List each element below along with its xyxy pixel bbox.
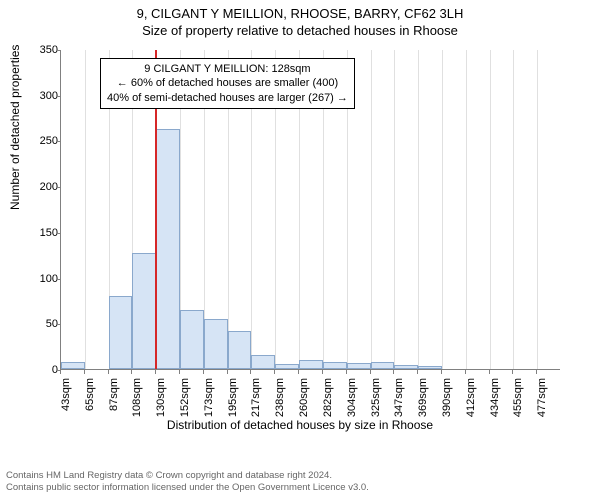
annot-line-2: ← 60% of detached houses are smaller (40… <box>107 76 348 90</box>
xtick-label: 87sqm <box>108 378 120 418</box>
xtick-label: 477sqm <box>536 378 548 418</box>
xtick-label: 217sqm <box>250 378 262 418</box>
title-sub: Size of property relative to detached ho… <box>0 21 600 38</box>
xtick-label: 347sqm <box>393 378 405 418</box>
xtick-mark <box>370 370 371 374</box>
footer-line-2: Contains public sector information licen… <box>6 482 369 494</box>
histogram-bar <box>251 355 275 369</box>
gridline-v <box>442 50 443 369</box>
xtick-label: 195sqm <box>227 378 239 418</box>
ytick-mark <box>56 279 60 280</box>
xtick-mark <box>203 370 204 374</box>
gridline-v <box>466 50 467 369</box>
histogram-bar <box>371 362 395 369</box>
xtick-mark <box>346 370 347 374</box>
xtick-mark <box>108 370 109 374</box>
x-axis-label: Distribution of detached houses by size … <box>0 418 600 432</box>
xtick-label: 260sqm <box>298 378 310 418</box>
xtick-mark <box>84 370 85 374</box>
gridline-v <box>371 50 372 369</box>
xtick-label: 304sqm <box>346 378 358 418</box>
chart: Number of detached properties Distributi… <box>0 40 600 440</box>
histogram-bar <box>204 319 228 369</box>
xtick-mark <box>60 370 61 374</box>
annot-line-3: 40% of semi-detached houses are larger (… <box>107 91 348 105</box>
footer-attribution: Contains HM Land Registry data © Crown c… <box>6 470 369 494</box>
histogram-bar <box>418 366 442 369</box>
xtick-label: 152sqm <box>179 378 191 418</box>
xtick-label: 65sqm <box>84 378 96 418</box>
xtick-label: 412sqm <box>465 378 477 418</box>
gridline-v <box>490 50 491 369</box>
xtick-mark <box>536 370 537 374</box>
annot-line-1: 9 CILGANT Y MEILLION: 128sqm <box>107 62 348 76</box>
ytick-mark <box>56 233 60 234</box>
ytick-mark <box>56 141 60 142</box>
xtick-mark <box>393 370 394 374</box>
gridline-v <box>85 50 86 369</box>
gridline-v <box>394 50 395 369</box>
ytick-mark <box>56 187 60 188</box>
ytick-mark <box>56 324 60 325</box>
histogram-bar <box>180 310 204 369</box>
footer-line-1: Contains HM Land Registry data © Crown c… <box>6 470 369 482</box>
xtick-mark <box>227 370 228 374</box>
xtick-mark <box>322 370 323 374</box>
xtick-label: 130sqm <box>155 378 167 418</box>
gridline-v <box>537 50 538 369</box>
xtick-label: 238sqm <box>274 378 286 418</box>
histogram-bar <box>61 362 85 369</box>
xtick-mark <box>441 370 442 374</box>
xtick-label: 390sqm <box>441 378 453 418</box>
xtick-mark <box>512 370 513 374</box>
ytick-mark <box>56 370 60 371</box>
xtick-mark <box>417 370 418 374</box>
xtick-label: 455sqm <box>512 378 524 418</box>
histogram-bar <box>228 331 252 369</box>
xtick-mark <box>155 370 156 374</box>
histogram-bar <box>132 253 156 369</box>
histogram-bar <box>156 129 180 369</box>
title-main: 9, CILGANT Y MEILLION, RHOOSE, BARRY, CF… <box>0 0 600 21</box>
xtick-mark <box>298 370 299 374</box>
xtick-mark <box>274 370 275 374</box>
histogram-bar <box>323 362 347 369</box>
histogram-bar <box>394 365 418 369</box>
xtick-label: 434sqm <box>489 378 501 418</box>
xtick-mark <box>250 370 251 374</box>
xtick-label: 325sqm <box>370 378 382 418</box>
gridline-v <box>418 50 419 369</box>
histogram-bar <box>275 364 299 369</box>
gridline-v <box>513 50 514 369</box>
xtick-mark <box>131 370 132 374</box>
y-axis-label: Number of detached properties <box>8 45 22 210</box>
xtick-label: 282sqm <box>322 378 334 418</box>
xtick-label: 173sqm <box>203 378 215 418</box>
histogram-bar <box>347 363 371 369</box>
annotation-box: 9 CILGANT Y MEILLION: 128sqm← 60% of det… <box>100 58 355 109</box>
xtick-label: 108sqm <box>131 378 143 418</box>
xtick-mark <box>179 370 180 374</box>
histogram-bar <box>109 296 133 369</box>
histogram-bar <box>299 360 323 369</box>
xtick-label: 43sqm <box>60 378 72 418</box>
ytick-mark <box>56 96 60 97</box>
xtick-mark <box>489 370 490 374</box>
xtick-mark <box>465 370 466 374</box>
xtick-label: 369sqm <box>417 378 429 418</box>
ytick-mark <box>56 50 60 51</box>
